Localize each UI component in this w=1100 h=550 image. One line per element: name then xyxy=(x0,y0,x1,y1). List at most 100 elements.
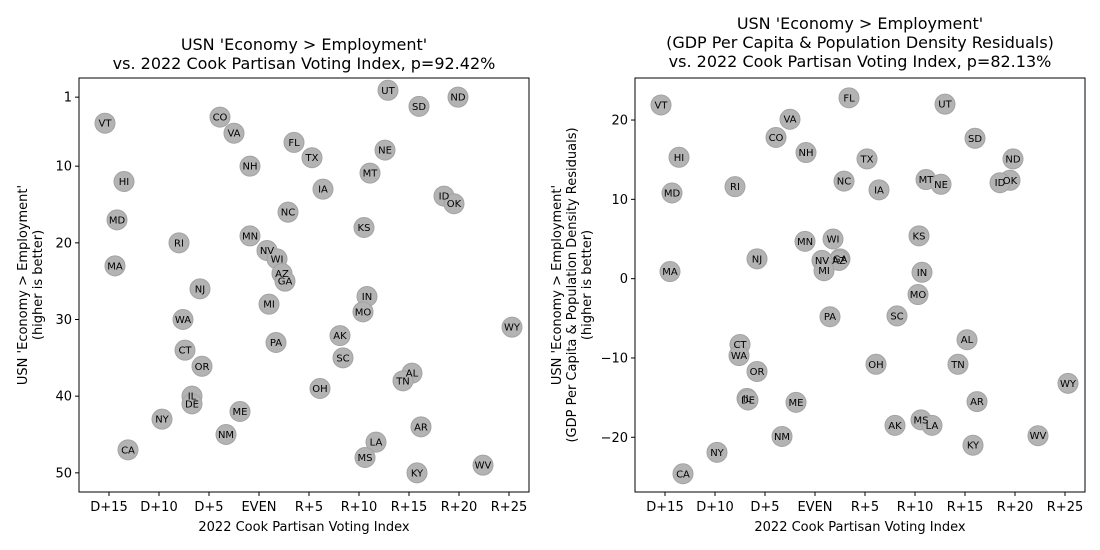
data-point xyxy=(746,248,768,270)
x-tick-label: R+5 xyxy=(295,500,323,515)
data-point xyxy=(359,162,381,184)
point-label: MT xyxy=(919,175,935,186)
data-point xyxy=(659,261,681,283)
y-tick-label: −20 xyxy=(601,431,628,446)
x-tick-label: R+20 xyxy=(997,500,1033,515)
data-point xyxy=(104,255,126,277)
point-label: MO xyxy=(910,290,927,301)
x-tick-label: R+5 xyxy=(851,500,879,515)
point-label: ID xyxy=(439,192,450,203)
x-axis-label: 2022 Cook Partisan Voting Index xyxy=(198,520,410,535)
data-point xyxy=(106,209,128,231)
data-point xyxy=(301,147,323,169)
data-point xyxy=(706,441,728,463)
point-label: WA xyxy=(731,351,747,362)
data-point xyxy=(794,230,816,252)
y-tick-label: −10 xyxy=(601,351,628,366)
data-point xyxy=(1027,425,1049,447)
data-point xyxy=(765,126,787,148)
point-label: AR xyxy=(414,422,428,433)
data-point xyxy=(724,176,746,198)
point-label: NJ xyxy=(752,254,762,265)
point-label: NM xyxy=(774,432,790,443)
chart-employment-residuals-vs-pvi: USN 'Economy > Employment' (GDP Per Capit… xyxy=(550,14,1086,535)
data-point xyxy=(223,122,245,144)
x-axis-label: 2022 Cook Partisan Voting Index xyxy=(754,520,966,535)
x-tick-label: EVEN xyxy=(797,500,832,515)
point-label: MA xyxy=(107,261,123,272)
data-point xyxy=(353,217,375,238)
point-label: SD xyxy=(412,102,426,113)
plot-frame xyxy=(634,77,1086,493)
x-tick-label: D+15 xyxy=(90,500,127,515)
point-label: VA xyxy=(227,129,240,140)
y-axis-label-line: (higher is better) xyxy=(31,230,46,340)
data-point xyxy=(209,106,231,128)
x-tick-label: D+10 xyxy=(140,500,177,515)
point-label: NH xyxy=(799,148,814,159)
data-point xyxy=(312,178,334,200)
point-label: CT xyxy=(178,346,192,357)
data-point xyxy=(447,86,469,108)
point-label: AL xyxy=(961,335,974,346)
point-label: RI xyxy=(730,182,740,193)
data-point xyxy=(215,424,237,445)
y-tick-label: 10 xyxy=(55,160,72,175)
y-tick-label: 50 xyxy=(55,466,72,481)
point-label: AZ xyxy=(832,256,846,267)
data-point xyxy=(833,170,855,192)
x-tick-label: D+10 xyxy=(696,500,733,515)
point-label: ND xyxy=(1005,154,1020,165)
data-point xyxy=(151,408,173,430)
data-point xyxy=(309,378,331,399)
point-label: KY xyxy=(411,468,424,479)
chart-title-line: (GDP Per Capita & Population Density Res… xyxy=(666,33,1054,52)
point-label: HI xyxy=(674,153,684,164)
point-label: MT xyxy=(363,169,379,180)
data-point xyxy=(374,139,396,161)
point-label: NH xyxy=(243,162,258,173)
data-point xyxy=(229,401,251,422)
x-tick-label: D+5 xyxy=(194,500,223,515)
point-label: DE xyxy=(185,399,199,410)
point-label: TX xyxy=(305,153,319,164)
data-point xyxy=(352,301,374,323)
point-label: LA xyxy=(926,421,939,432)
point-label: AK xyxy=(888,421,902,432)
chart-title-line: vs. 2022 Cook Partisan Voting Index, p=9… xyxy=(113,54,496,73)
data-point xyxy=(1057,372,1079,394)
data-point xyxy=(822,228,844,250)
data-point xyxy=(365,431,387,453)
data-point xyxy=(265,332,287,353)
data-point xyxy=(472,454,494,476)
y-tick-label: 30 xyxy=(55,313,72,328)
point-label: IL xyxy=(188,392,197,403)
data-point xyxy=(113,171,135,192)
point-label: SD xyxy=(968,134,982,145)
point-label: AL xyxy=(406,369,419,380)
data-point xyxy=(239,225,261,247)
point-label: CO xyxy=(213,113,228,124)
point-label: OR xyxy=(195,362,210,373)
point-label: OR xyxy=(750,367,765,378)
data-point xyxy=(964,127,986,149)
x-tick-label: R+10 xyxy=(341,500,377,515)
point-label: NE xyxy=(934,180,948,191)
y-tick-label: 20 xyxy=(611,114,628,129)
data-point xyxy=(746,360,768,382)
point-label: WY xyxy=(504,323,521,334)
data-point xyxy=(819,306,841,328)
point-label: CO xyxy=(769,133,784,144)
point-label: SC xyxy=(336,353,349,364)
data-point xyxy=(410,416,432,438)
point-label: AR xyxy=(970,397,984,408)
point-label: KS xyxy=(358,223,371,234)
point-label: CA xyxy=(676,469,690,480)
data-point xyxy=(921,414,943,436)
point-label: MI xyxy=(818,266,830,277)
data-point xyxy=(989,172,1011,194)
data-point xyxy=(865,353,887,375)
y-axis-label-line: USN 'Economy > Employment' xyxy=(550,185,565,385)
point-label: KS xyxy=(913,231,926,242)
